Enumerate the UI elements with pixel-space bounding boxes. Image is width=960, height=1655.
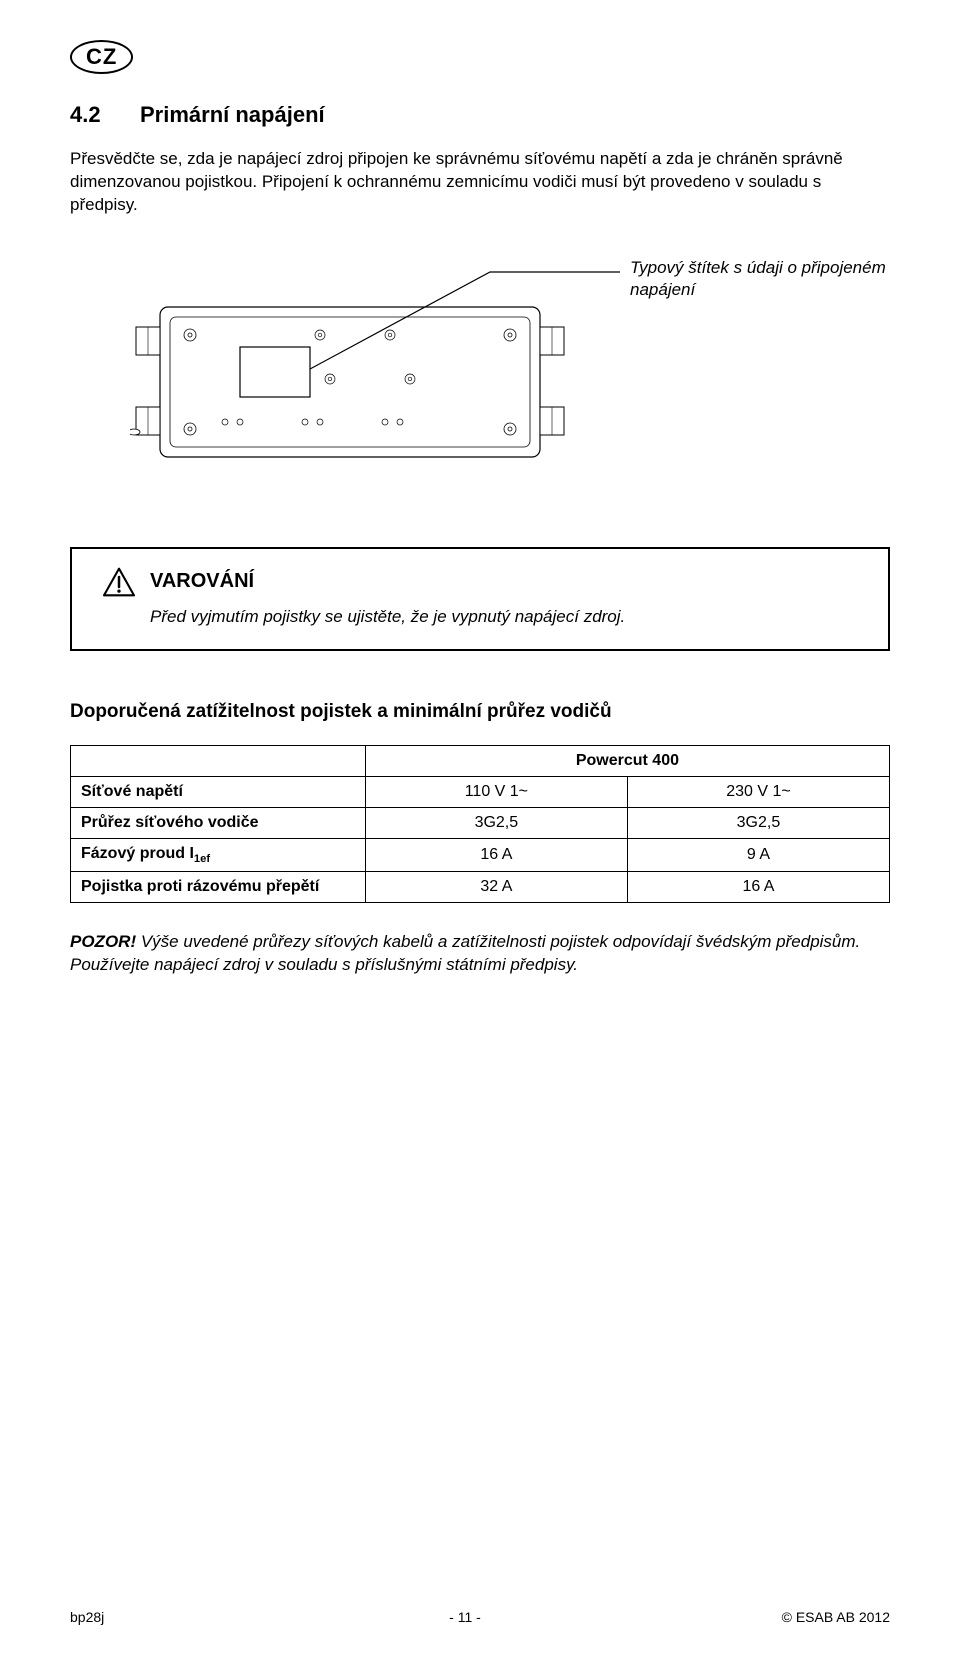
callout-leader-icon	[310, 257, 630, 372]
row-value: 16 A	[627, 872, 889, 903]
row-label: Pojistka proti rázovému přepětí	[71, 872, 366, 903]
page-footer: bp28j - 11 - © ESAB AB 2012	[70, 1609, 890, 1625]
note-body: Výše uvedené průřezy síťových kabelů a z…	[70, 932, 860, 974]
row-value: 32 A	[365, 872, 627, 903]
row-value: 9 A	[627, 838, 889, 871]
table-cell-empty	[71, 745, 366, 776]
table-row: Fázový proud I1ef 16 A 9 A	[71, 838, 890, 871]
row-value: 3G2,5	[627, 807, 889, 838]
callout-label: Typový štítek s údaji o připojeném napáj…	[630, 257, 890, 301]
warning-box: VAROVÁNÍ Před vyjmutím pojistky se ujist…	[70, 547, 890, 651]
table-subheading: Doporučená zatížitelnost pojistek a mini…	[70, 701, 890, 723]
section-heading: 4.2 Primární napájení	[70, 102, 890, 128]
row-value: 3G2,5	[365, 807, 627, 838]
warning-title: VAROVÁNÍ	[150, 570, 254, 593]
table-row: Průřez síťového vodiče 3G2,5 3G2,5	[71, 807, 890, 838]
intro-paragraph: Přesvědčte se, zda je napájecí zdroj při…	[70, 148, 890, 217]
spec-table: Powercut 400 Síťové napětí 110 V 1~ 230 …	[70, 745, 890, 903]
device-diagram: Typový štítek s údaji o připojeném napáj…	[70, 257, 890, 487]
footer-copyright: © ESAB AB 2012	[740, 1609, 890, 1625]
row-label: Průřez síťového vodiče	[71, 807, 366, 838]
row-label: Síťové napětí	[71, 776, 366, 807]
warning-body: Před vyjmutím pojistky se ujistěte, že j…	[150, 607, 858, 627]
footer-page-number: - 11 -	[190, 1609, 740, 1625]
section-title: Primární napájení	[140, 102, 325, 128]
row-value: 110 V 1~	[365, 776, 627, 807]
note-strong: POZOR!	[70, 932, 136, 951]
table-header: Powercut 400	[365, 745, 889, 776]
row-value: 16 A	[365, 838, 627, 871]
warning-triangle-icon	[102, 567, 136, 597]
language-badge: CZ	[70, 40, 133, 74]
table-row: Síťové napětí 110 V 1~ 230 V 1~	[71, 776, 890, 807]
row-label: Fázový proud I1ef	[71, 838, 366, 871]
table-row: Pojistka proti rázovému přepětí 32 A 16 …	[71, 872, 890, 903]
footer-doc-id: bp28j	[70, 1609, 190, 1625]
note-paragraph: POZOR! Výše uvedené průřezy síťových kab…	[70, 931, 890, 977]
section-number: 4.2	[70, 102, 140, 128]
row-value: 230 V 1~	[627, 776, 889, 807]
